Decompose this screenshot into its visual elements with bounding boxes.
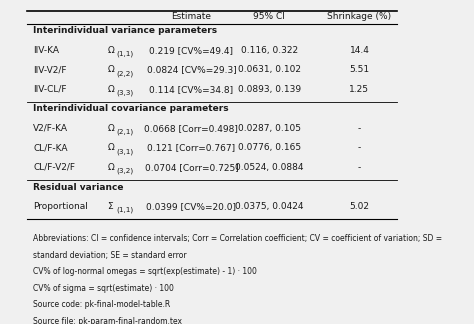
Text: Ω: Ω	[108, 85, 114, 94]
Text: 0.219 [CV%=49.4]: 0.219 [CV%=49.4]	[149, 46, 233, 55]
Text: Source code: pk-final-model-table.R: Source code: pk-final-model-table.R	[33, 300, 171, 309]
Text: CL/F-V2/F: CL/F-V2/F	[33, 163, 75, 172]
Text: -: -	[358, 124, 361, 133]
Text: Proportional: Proportional	[33, 202, 88, 211]
Text: (3,3): (3,3)	[116, 90, 133, 96]
Text: Residual variance: Residual variance	[33, 182, 124, 191]
Text: 5.02: 5.02	[349, 202, 369, 211]
Text: CV% of log-normal omegas = sqrt(exp(estimate) - 1) · 100: CV% of log-normal omegas = sqrt(exp(esti…	[33, 267, 257, 276]
Text: Ω: Ω	[108, 144, 114, 153]
Text: 0.0824 [CV%=29.3]: 0.0824 [CV%=29.3]	[146, 65, 237, 74]
Text: 95% CI: 95% CI	[254, 12, 285, 21]
Text: 0.0631, 0.102: 0.0631, 0.102	[238, 65, 301, 74]
Text: Ω: Ω	[108, 163, 114, 172]
Text: 0.116, 0.322: 0.116, 0.322	[241, 46, 298, 55]
Text: (1,1): (1,1)	[116, 207, 133, 213]
Text: 0.0893, 0.139: 0.0893, 0.139	[238, 85, 301, 94]
Text: CL/F-KA: CL/F-KA	[33, 144, 68, 153]
Text: Estimate: Estimate	[172, 12, 211, 21]
Text: 14.4: 14.4	[349, 46, 369, 55]
Text: Source file: pk-param-final-random.tex: Source file: pk-param-final-random.tex	[33, 317, 182, 324]
Text: 5.51: 5.51	[349, 65, 370, 74]
Text: Ω: Ω	[108, 124, 114, 133]
Text: 0.0375, 0.0424: 0.0375, 0.0424	[235, 202, 304, 211]
Text: IIV-V2/F: IIV-V2/F	[33, 65, 67, 74]
Text: 0.0399 [CV%=20.0]: 0.0399 [CV%=20.0]	[146, 202, 237, 211]
Text: 0.0668 [Corr=0.498]: 0.0668 [Corr=0.498]	[145, 124, 238, 133]
Text: IIV-CL/F: IIV-CL/F	[33, 85, 67, 94]
Text: 0.0776, 0.165: 0.0776, 0.165	[238, 144, 301, 153]
Text: Abbreviations: CI = confidence intervals; Corr = Correlation coefficient; CV = c: Abbreviations: CI = confidence intervals…	[33, 234, 443, 243]
Text: Ω: Ω	[108, 65, 114, 74]
Text: Shrinkage (%): Shrinkage (%)	[328, 12, 392, 21]
Text: 0.121 [Corr=0.767]: 0.121 [Corr=0.767]	[147, 144, 236, 153]
Text: Σ: Σ	[108, 202, 113, 211]
Text: -: -	[358, 163, 361, 172]
Text: 0.0524, 0.0884: 0.0524, 0.0884	[235, 163, 304, 172]
Text: (2,1): (2,1)	[116, 129, 133, 135]
Text: CV% of sigma = sqrt(estimate) · 100: CV% of sigma = sqrt(estimate) · 100	[33, 284, 174, 293]
Text: V2/F-KA: V2/F-KA	[33, 124, 68, 133]
Text: (3,2): (3,2)	[116, 168, 133, 174]
Text: Ω: Ω	[108, 46, 114, 55]
Text: 0.0704 [Corr=0.725]: 0.0704 [Corr=0.725]	[145, 163, 238, 172]
Text: standard deviation; SE = standard error: standard deviation; SE = standard error	[33, 250, 187, 260]
Text: 1.25: 1.25	[349, 85, 369, 94]
Text: Interindividual variance parameters: Interindividual variance parameters	[33, 26, 218, 35]
Text: -: -	[358, 144, 361, 153]
Text: (1,1): (1,1)	[116, 51, 133, 57]
Text: IIV-KA: IIV-KA	[33, 46, 59, 55]
Text: (2,2): (2,2)	[116, 70, 133, 76]
Text: 0.114 [CV%=34.8]: 0.114 [CV%=34.8]	[149, 85, 234, 94]
Text: 0.0287, 0.105: 0.0287, 0.105	[238, 124, 301, 133]
Text: Interindividual covariance parameters: Interindividual covariance parameters	[33, 104, 229, 113]
Text: (3,1): (3,1)	[116, 148, 133, 155]
